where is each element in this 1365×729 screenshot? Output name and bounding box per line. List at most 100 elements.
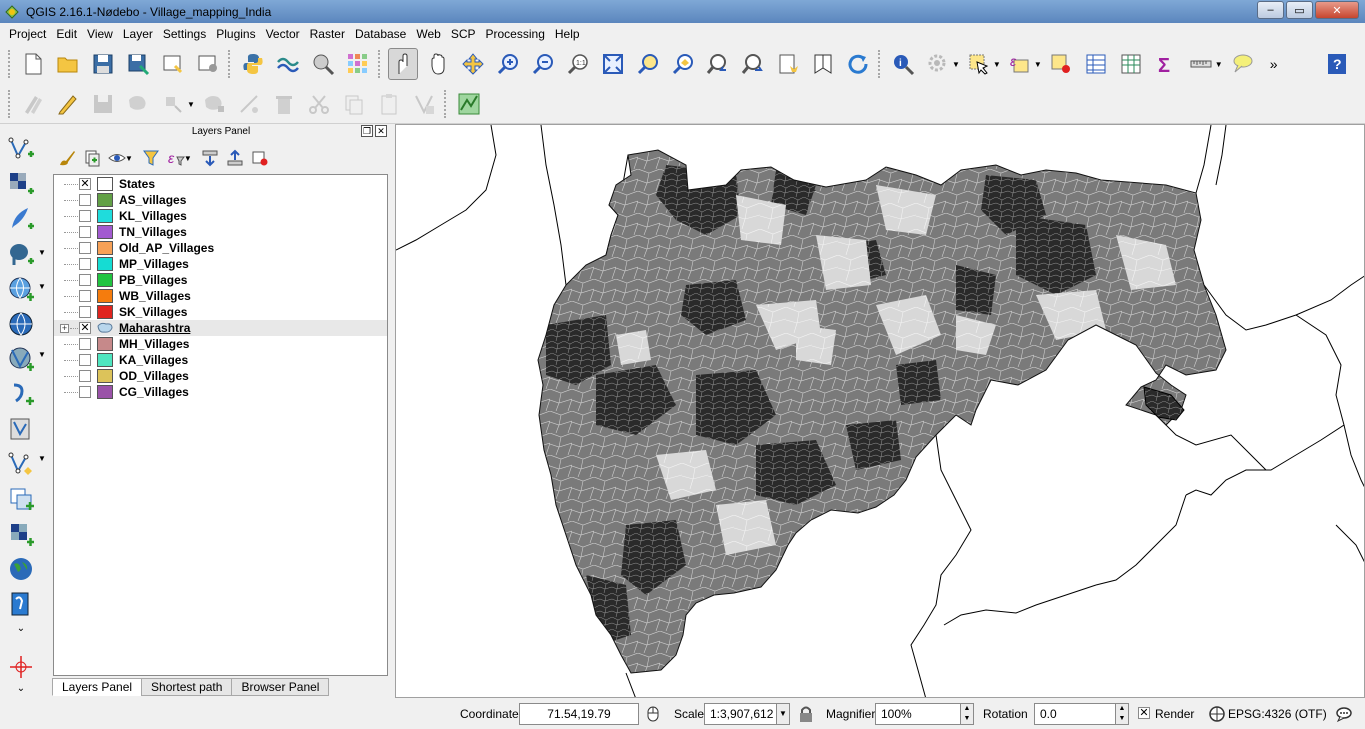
toolbar-grip[interactable] [378, 50, 384, 78]
refresh-button[interactable] [843, 48, 873, 80]
zoom-in-button[interactable] [493, 48, 523, 80]
layer-visibility-checkbox[interactable] [79, 370, 91, 382]
save-as-button[interactable] [123, 48, 153, 80]
new-project-button[interactable] [18, 48, 48, 80]
layer-row[interactable]: SK_Villages [54, 304, 387, 320]
add-vector-layer-button[interactable] [6, 134, 36, 164]
node-tool-button[interactable] [199, 88, 229, 120]
rotation-field[interactable]: 0.0 [1034, 703, 1118, 725]
gps-tools-button[interactable] [273, 48, 303, 80]
layer-visibility-checkbox[interactable] [79, 306, 91, 318]
coordinate-field[interactable]: 71.54,19.79 [519, 703, 639, 725]
action-dropdown-icon[interactable]: ▼ [952, 59, 960, 69]
deselect-all-button[interactable] [1046, 48, 1076, 80]
layer-row[interactable]: Old_AP_Villages [54, 240, 387, 256]
menu-settings[interactable]: Settings [162, 26, 207, 41]
menu-raster[interactable]: Raster [309, 26, 345, 41]
toolbar-grip[interactable] [8, 50, 14, 78]
new-shapefile-button[interactable] [6, 449, 36, 479]
add-feature-button[interactable] [123, 88, 153, 120]
rotation-spinner[interactable]: ▲ ▼ [1115, 703, 1129, 725]
zoom-last-button[interactable] [703, 48, 733, 80]
new-layer-dropdown-icon[interactable]: ▼ [38, 454, 46, 463]
move-feature-button[interactable] [158, 88, 188, 120]
float-panel-button[interactable]: ❐ [361, 125, 373, 137]
wms-dropdown-icon[interactable]: ▼ [38, 282, 46, 291]
zoom-to-selection-button[interactable] [633, 48, 663, 80]
layer-row[interactable]: AS_villages [54, 192, 387, 208]
layer-visibility-checkbox[interactable] [79, 242, 91, 254]
toolbar-overflow-button[interactable]: » [1269, 56, 1278, 72]
layer-row-selected[interactable]: + ✕ Maharashtra [54, 320, 387, 336]
more-tools-expander[interactable]: ⌄ [6, 619, 36, 637]
layer-row[interactable]: KL_Villages [54, 208, 387, 224]
help-button[interactable]: ? [1322, 48, 1352, 80]
composer-manager-button[interactable] [193, 48, 223, 80]
manage-visibility-button[interactable] [106, 148, 128, 168]
layer-row[interactable]: PB_Villages [54, 272, 387, 288]
move-dropdown-icon[interactable]: ▼ [187, 99, 195, 109]
add-arcgis-layer-button[interactable] [6, 589, 36, 619]
select-features-button[interactable] [964, 48, 994, 80]
layer-visibility-checkbox[interactable] [79, 258, 91, 270]
add-wms-layer-button[interactable] [6, 274, 36, 304]
pan-to-selection-button[interactable] [458, 48, 488, 80]
menu-processing[interactable]: Processing [485, 26, 545, 41]
mouse-toggle-icon[interactable] [644, 705, 662, 723]
statistical-summary-button[interactable]: Σ [1151, 48, 1181, 80]
zoom-out-button[interactable] [528, 48, 558, 80]
add-postgis-layer-button[interactable] [6, 239, 36, 269]
toggle-editing-button[interactable] [53, 88, 83, 120]
layer-row[interactable]: OD_Villages [54, 368, 387, 384]
select-dropdown-icon[interactable]: ▼ [992, 59, 1001, 69]
filter-expression-button[interactable]: ε [165, 148, 187, 168]
zoom-next-button[interactable] [738, 48, 768, 80]
expand-all-button[interactable] [199, 148, 221, 168]
crs-label[interactable]: EPSG:4326 (OTF) [1228, 707, 1327, 721]
measure-button[interactable] [1186, 48, 1216, 80]
scale-dropdown-button[interactable]: ▼ [776, 703, 790, 725]
layer-visibility-checkbox[interactable] [79, 290, 91, 302]
minimize-button[interactable]: – [1257, 1, 1284, 19]
tab-browser-panel[interactable]: Browser Panel [231, 678, 330, 696]
lock-icon[interactable] [797, 705, 815, 723]
tab-shortest-path[interactable]: Shortest path [141, 678, 233, 696]
layer-row[interactable]: ✕ States [54, 176, 387, 192]
layer-row[interactable]: KA_Villages [54, 352, 387, 368]
digitizing-tools-button[interactable] [409, 88, 439, 120]
layer-visibility-checkbox[interactable]: ✕ [79, 178, 91, 190]
layer-styling-button[interactable] [56, 148, 78, 168]
scale-field[interactable]: 1:3,907,612 [704, 703, 778, 725]
layer-visibility-checkbox[interactable] [79, 194, 91, 206]
menu-scp[interactable]: SCP [450, 26, 476, 41]
menu-edit[interactable]: Edit [56, 26, 78, 41]
filter-legend-button[interactable] [140, 148, 162, 168]
measure-dropdown-icon[interactable]: ▼ [1214, 59, 1223, 69]
scp-tool-button[interactable] [454, 88, 484, 120]
add-wfs-layer-button[interactable] [6, 344, 36, 374]
toolbar-grip[interactable] [8, 90, 14, 118]
run-feature-action-button[interactable] [923, 48, 953, 80]
menu-vector[interactable]: Vector [265, 26, 300, 41]
plugin-grid-button[interactable] [343, 48, 373, 80]
cut-node-button[interactable] [234, 88, 264, 120]
layer-visibility-checkbox[interactable] [79, 338, 91, 350]
menu-help[interactable]: Help [554, 26, 580, 41]
magnifier-field[interactable]: 100% [875, 703, 963, 725]
expand-toggle[interactable]: + [60, 322, 69, 333]
new-bookmark-button[interactable] [773, 48, 803, 80]
touch-zoom-pan-button[interactable] [388, 48, 418, 80]
add-raster-layer-button[interactable] [6, 169, 36, 199]
collapse-all-button[interactable] [224, 148, 246, 168]
expression-dropdown-icon[interactable]: ▼ [1033, 59, 1042, 69]
zoom-full-button[interactable] [598, 48, 628, 80]
layer-visibility-checkbox[interactable] [79, 354, 91, 366]
show-bookmarks-button[interactable] [808, 48, 838, 80]
tab-layers-panel[interactable]: Layers Panel [52, 678, 143, 696]
current-edits-button[interactable] [18, 88, 48, 120]
copy-features-button[interactable] [339, 88, 369, 120]
postgis-dropdown-icon[interactable]: ▼ [38, 248, 46, 257]
more-tools-expander-2[interactable]: ⌄ [6, 679, 36, 697]
layer-row[interactable]: CG_Villages [54, 384, 387, 400]
menu-view[interactable]: View [87, 26, 113, 41]
